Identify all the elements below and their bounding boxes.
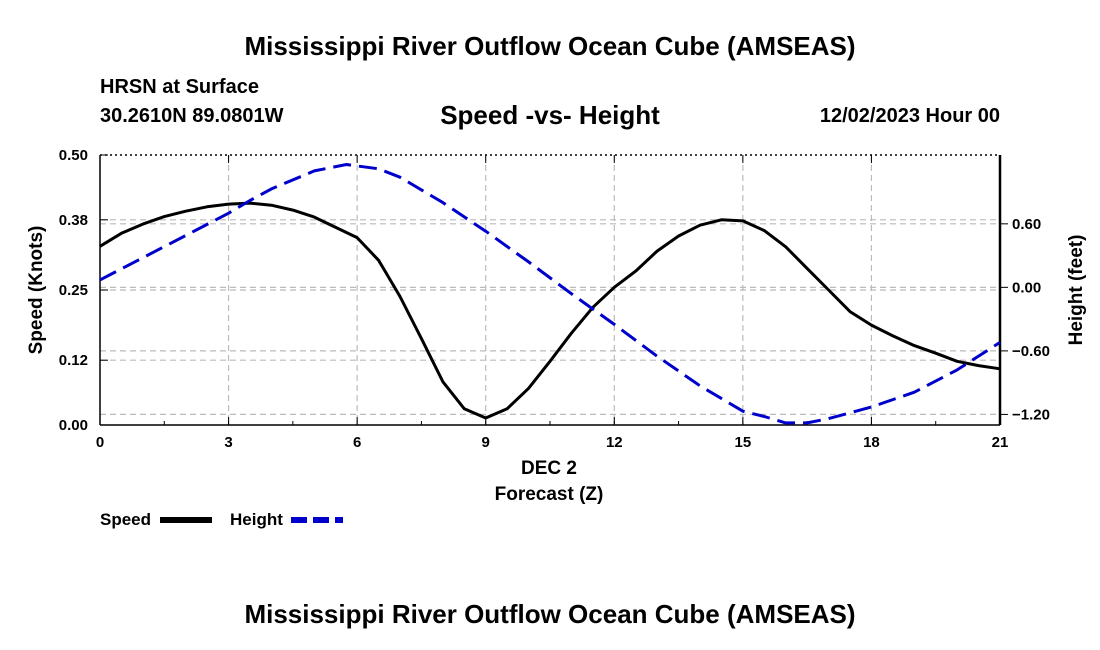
y-axis-label-right: Height (feet) (1066, 235, 1087, 346)
station-label: HRSN at Surface (100, 76, 259, 98)
y-tick-label: 0.38 (59, 212, 88, 229)
x-tick-label: 6 (353, 434, 361, 451)
grid (100, 155, 1000, 425)
legend-height-label: Height (230, 510, 283, 529)
height-series-line (99, 163, 1001, 425)
y2-tick-label: 0.60 (1012, 216, 1041, 233)
x-axis-date-label: DEC 2 (521, 458, 577, 479)
coordinates-label: 30.2610N 89.0801W (100, 105, 284, 127)
x-tick-label: 21 (992, 434, 1009, 451)
x-tick-label: 12 (606, 434, 623, 451)
y-tick-label: 0.50 (59, 147, 88, 164)
legend-speed-label: Speed (100, 510, 151, 529)
y-axis-label-left: Speed (Knots) (26, 226, 47, 355)
x-tick-label: 0 (96, 434, 104, 451)
axis-labels: DEC 2 Forecast (Z) Speed (Knots) Height … (26, 226, 1087, 505)
x-tick-label: 3 (224, 434, 232, 451)
y-tick-label: 0.00 (59, 417, 88, 434)
legend: Speed Height (100, 510, 343, 529)
y2-tick-label: −1.20 (1012, 406, 1050, 423)
speed-series-line (99, 201, 1001, 420)
x-tick-label: 18 (863, 434, 880, 451)
forecast-datetime: 12/02/2023 Hour 00 (819, 105, 1000, 127)
axes: 0 3 6 9 12 15 18 21 0.00 0.12 0.25 0.38 0.50 −1.20 −0.… (59, 147, 1050, 451)
x-axis-label: Forecast (Z) (495, 484, 604, 505)
chart-subtitle: Speed -vs- Height (440, 100, 660, 130)
footer-title: Mississippi River Outflow Ocean Cube (AM… (244, 599, 856, 629)
series (99, 163, 1001, 425)
chart-title: Mississippi River Outflow Ocean Cube (AM… (244, 31, 856, 61)
y-tick-label: 0.25 (59, 282, 88, 299)
y2-tick-label: 0.00 (1012, 279, 1041, 296)
y-tick-label: 0.12 (59, 352, 88, 369)
y2-tick-label: −0.60 (1012, 343, 1050, 360)
x-tick-label: 9 (482, 434, 490, 451)
x-tick-label: 15 (735, 434, 752, 451)
